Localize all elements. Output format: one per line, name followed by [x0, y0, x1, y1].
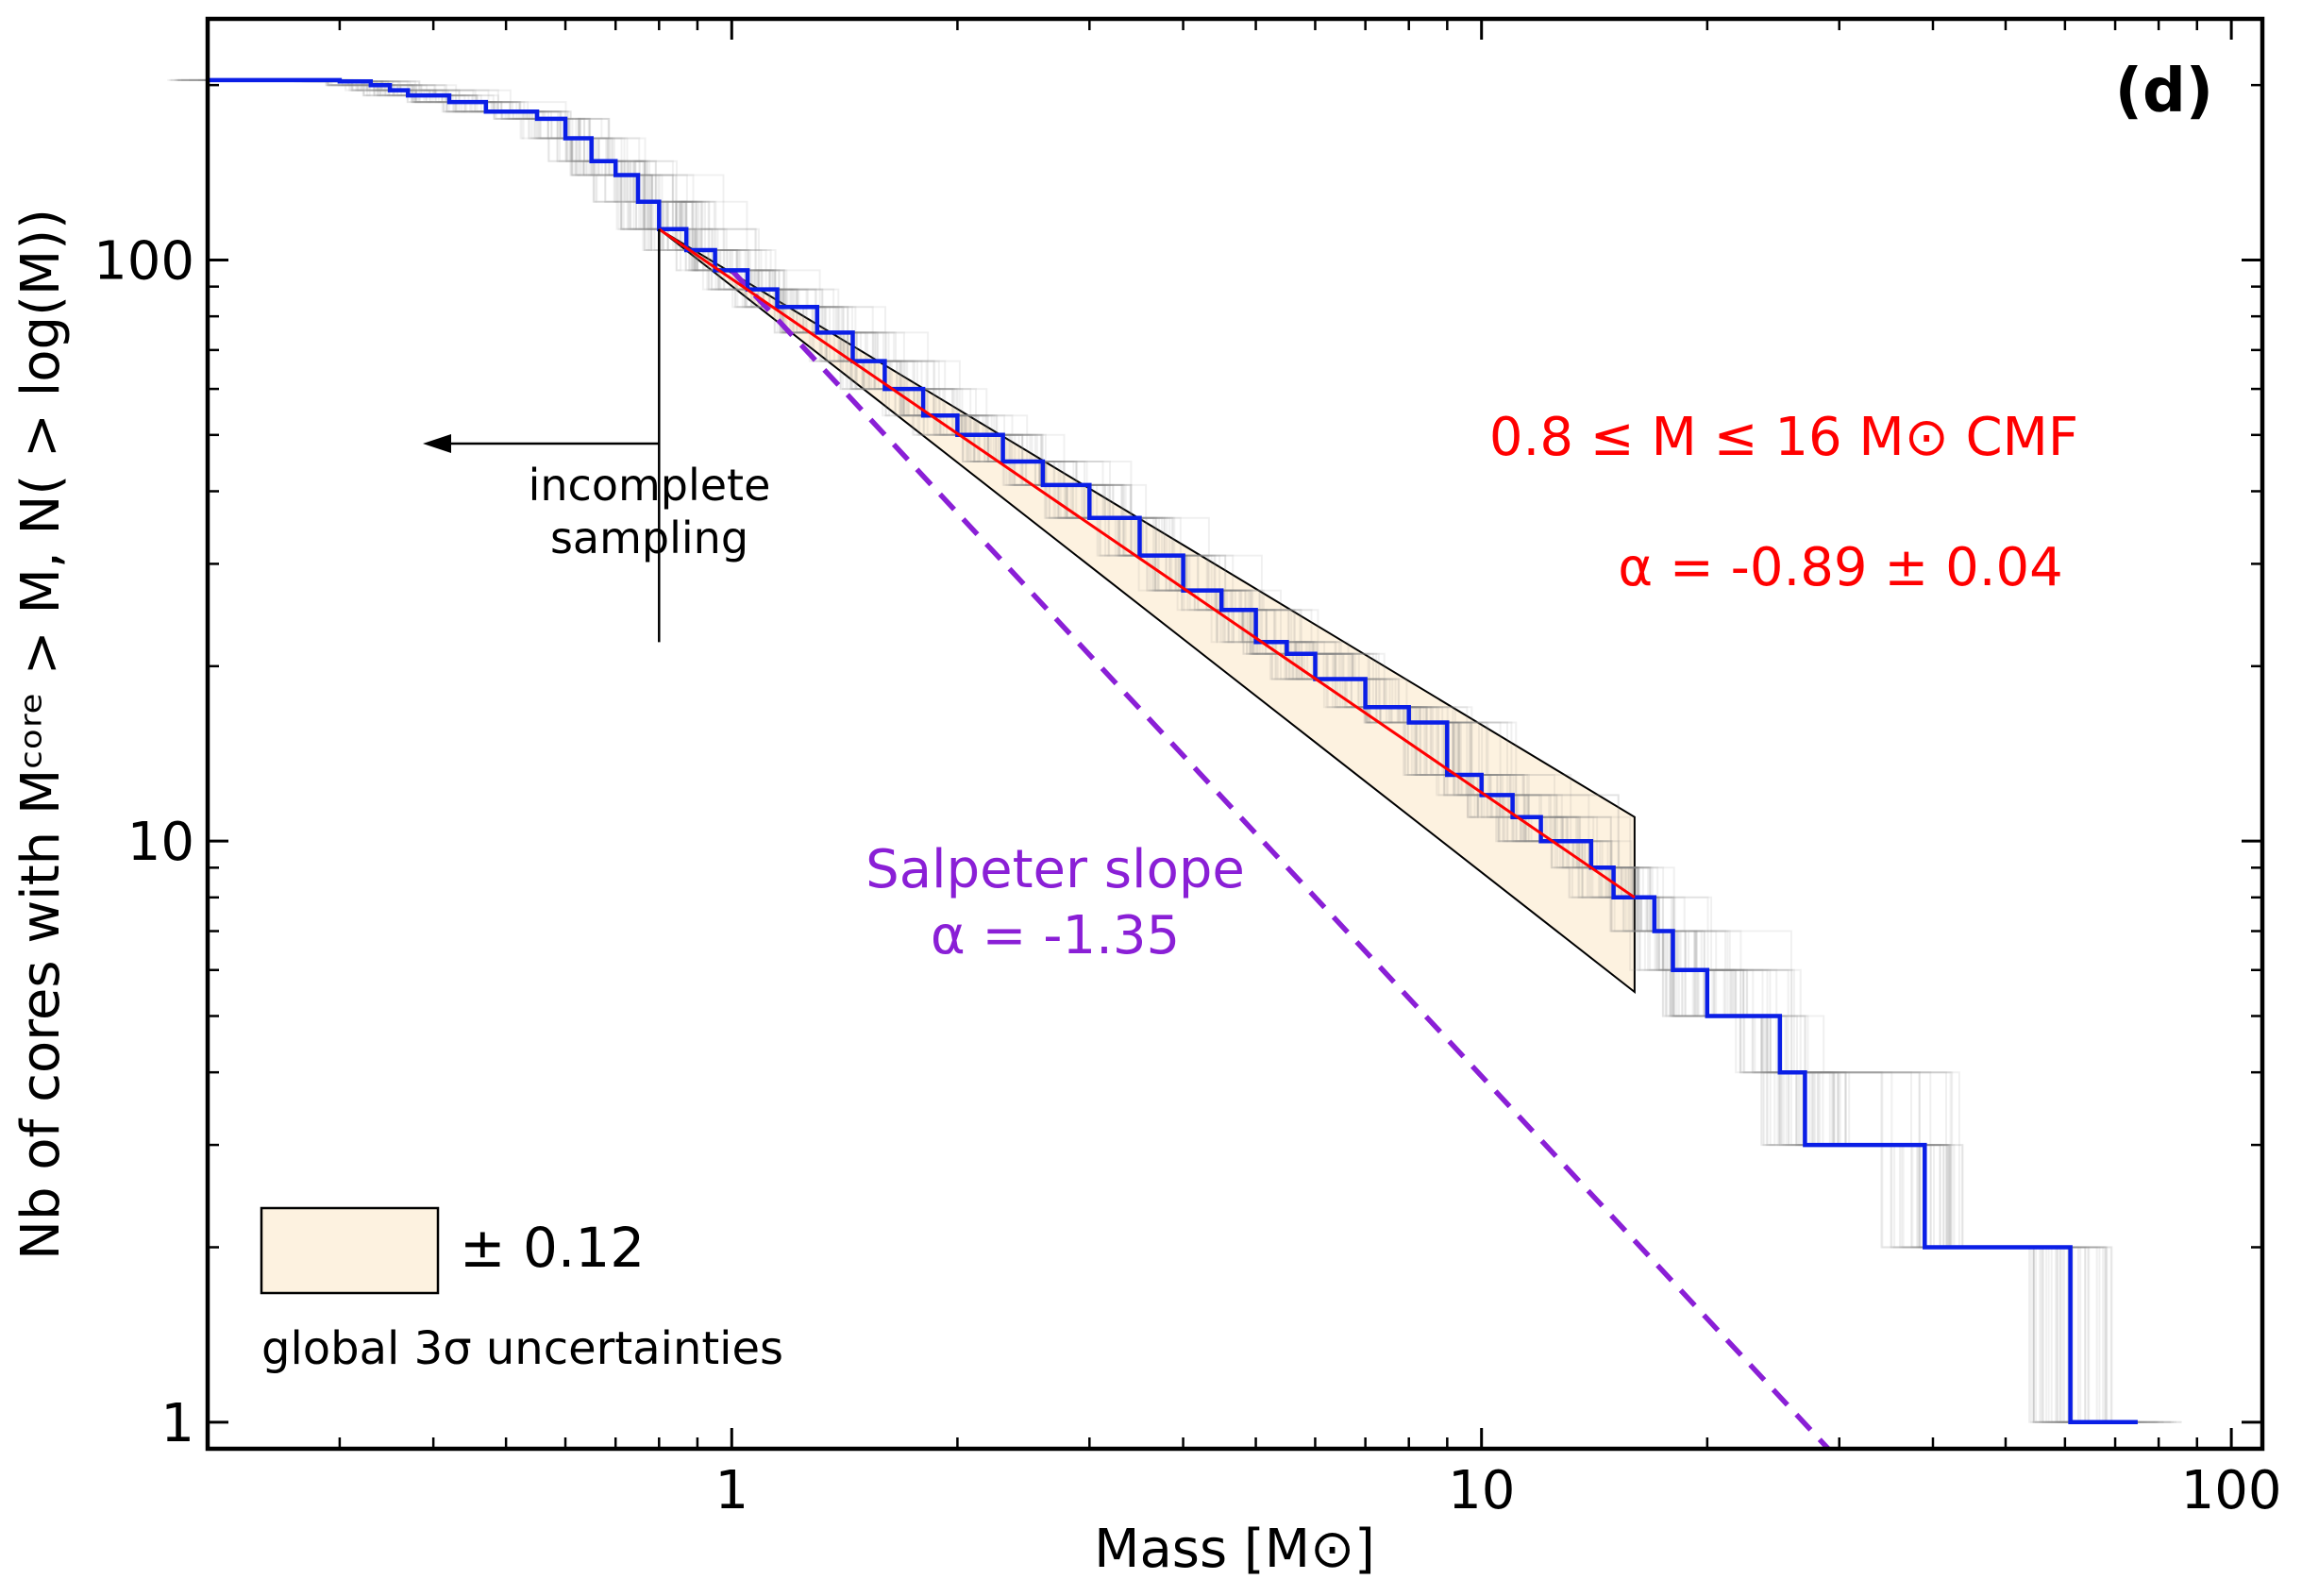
incomplete-label-line1: incomplete [529, 460, 771, 511]
x-tick-label: 100 [2181, 1460, 2282, 1521]
axis-ticks-layer: 1 10 100 1 10 100 [93, 19, 2282, 1521]
salpeter-alpha-label: α = -1.35 [931, 905, 1180, 966]
fit-range-label: 0.8 ≤ M ≤ 16 M⊙ CMF [1489, 407, 2078, 468]
plot-frame [205, 16, 2265, 1452]
monte-carlo-curve [205, 78, 2145, 1423]
fit-line [658, 227, 1636, 899]
uncertainty-band [658, 227, 1636, 995]
completeness-arrowhead [423, 434, 451, 453]
y-tick-label: 10 [127, 812, 194, 873]
monte-carlo-curve [236, 78, 2137, 1423]
y-axis-label: Nb of cores with Mᶜᵒʳᵉ > M, N( > log(M)) [10, 209, 72, 1260]
monte-carlo-curve [216, 78, 2182, 1423]
band-legend-text: global 3σ uncertainties [261, 1322, 783, 1375]
uncertainty-band-layer [658, 227, 1636, 995]
salpeter-line [730, 268, 1831, 1451]
x-tick-label: 10 [1448, 1460, 1515, 1521]
x-tick-label: 1 [714, 1460, 748, 1521]
monte-carlo-curve [205, 78, 2158, 1423]
observed-cmf-curve [208, 77, 2138, 1425]
panel-label: (d) [2115, 57, 2213, 126]
monte-carlo-curve [167, 78, 2096, 1423]
monte-carlo-curve [240, 78, 2182, 1423]
band-legend-value: ± 0.12 [460, 1216, 645, 1280]
fit-alpha-label: α = -0.89 ± 0.04 [1618, 537, 2063, 598]
y-tick-label: 1 [160, 1393, 194, 1454]
monte-carlo-curve [203, 78, 2176, 1423]
series-layer [208, 77, 2138, 1451]
incomplete-label-line2: sampling [550, 512, 748, 563]
monte-carlo-curve [189, 78, 2114, 1423]
y-tick-label: 100 [93, 230, 194, 292]
monte-carlo-curve [238, 78, 2110, 1423]
band-legend-swatch [260, 1206, 440, 1295]
x-axis-label: Mass [M⊙] [1094, 1519, 1375, 1580]
salpeter-label: Salpeter slope [865, 839, 1245, 900]
